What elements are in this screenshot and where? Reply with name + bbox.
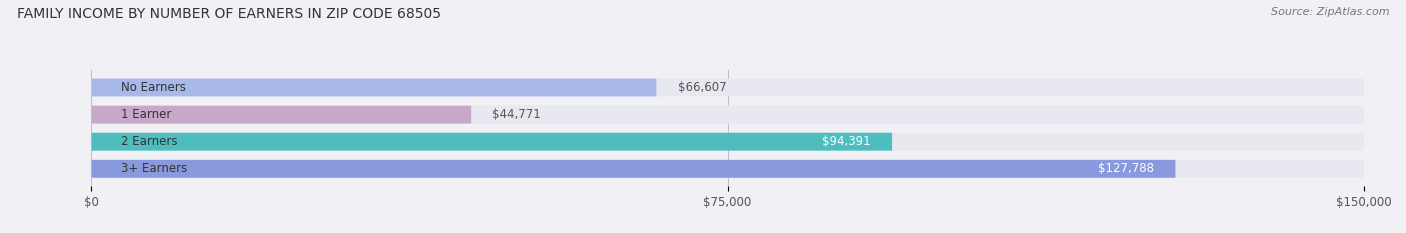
Text: $127,788: $127,788 <box>1098 162 1154 175</box>
Text: No Earners: No Earners <box>121 81 186 94</box>
FancyBboxPatch shape <box>91 160 1364 178</box>
FancyBboxPatch shape <box>91 160 1175 178</box>
FancyBboxPatch shape <box>91 133 1364 151</box>
FancyBboxPatch shape <box>91 79 1364 96</box>
Text: $94,391: $94,391 <box>823 135 870 148</box>
FancyBboxPatch shape <box>91 106 471 123</box>
FancyBboxPatch shape <box>91 133 891 151</box>
Text: Source: ZipAtlas.com: Source: ZipAtlas.com <box>1271 7 1389 17</box>
Text: $44,771: $44,771 <box>492 108 541 121</box>
Text: 1 Earner: 1 Earner <box>121 108 172 121</box>
Text: FAMILY INCOME BY NUMBER OF EARNERS IN ZIP CODE 68505: FAMILY INCOME BY NUMBER OF EARNERS IN ZI… <box>17 7 441 21</box>
Text: $66,607: $66,607 <box>678 81 727 94</box>
FancyBboxPatch shape <box>91 79 657 96</box>
FancyBboxPatch shape <box>91 106 1364 123</box>
Text: 3+ Earners: 3+ Earners <box>121 162 187 175</box>
Text: 2 Earners: 2 Earners <box>121 135 177 148</box>
